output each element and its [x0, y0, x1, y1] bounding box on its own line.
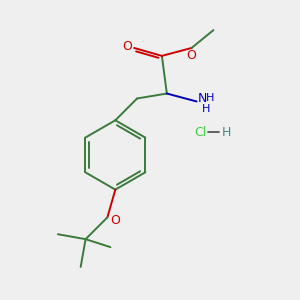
- Text: H: H: [206, 94, 214, 103]
- Text: H: H: [202, 104, 211, 114]
- Text: N: N: [198, 92, 207, 105]
- Text: O: O: [110, 214, 120, 227]
- Text: O: O: [187, 50, 196, 62]
- Text: O: O: [122, 40, 132, 53]
- Text: H: H: [221, 126, 231, 139]
- Text: Cl: Cl: [195, 126, 207, 139]
